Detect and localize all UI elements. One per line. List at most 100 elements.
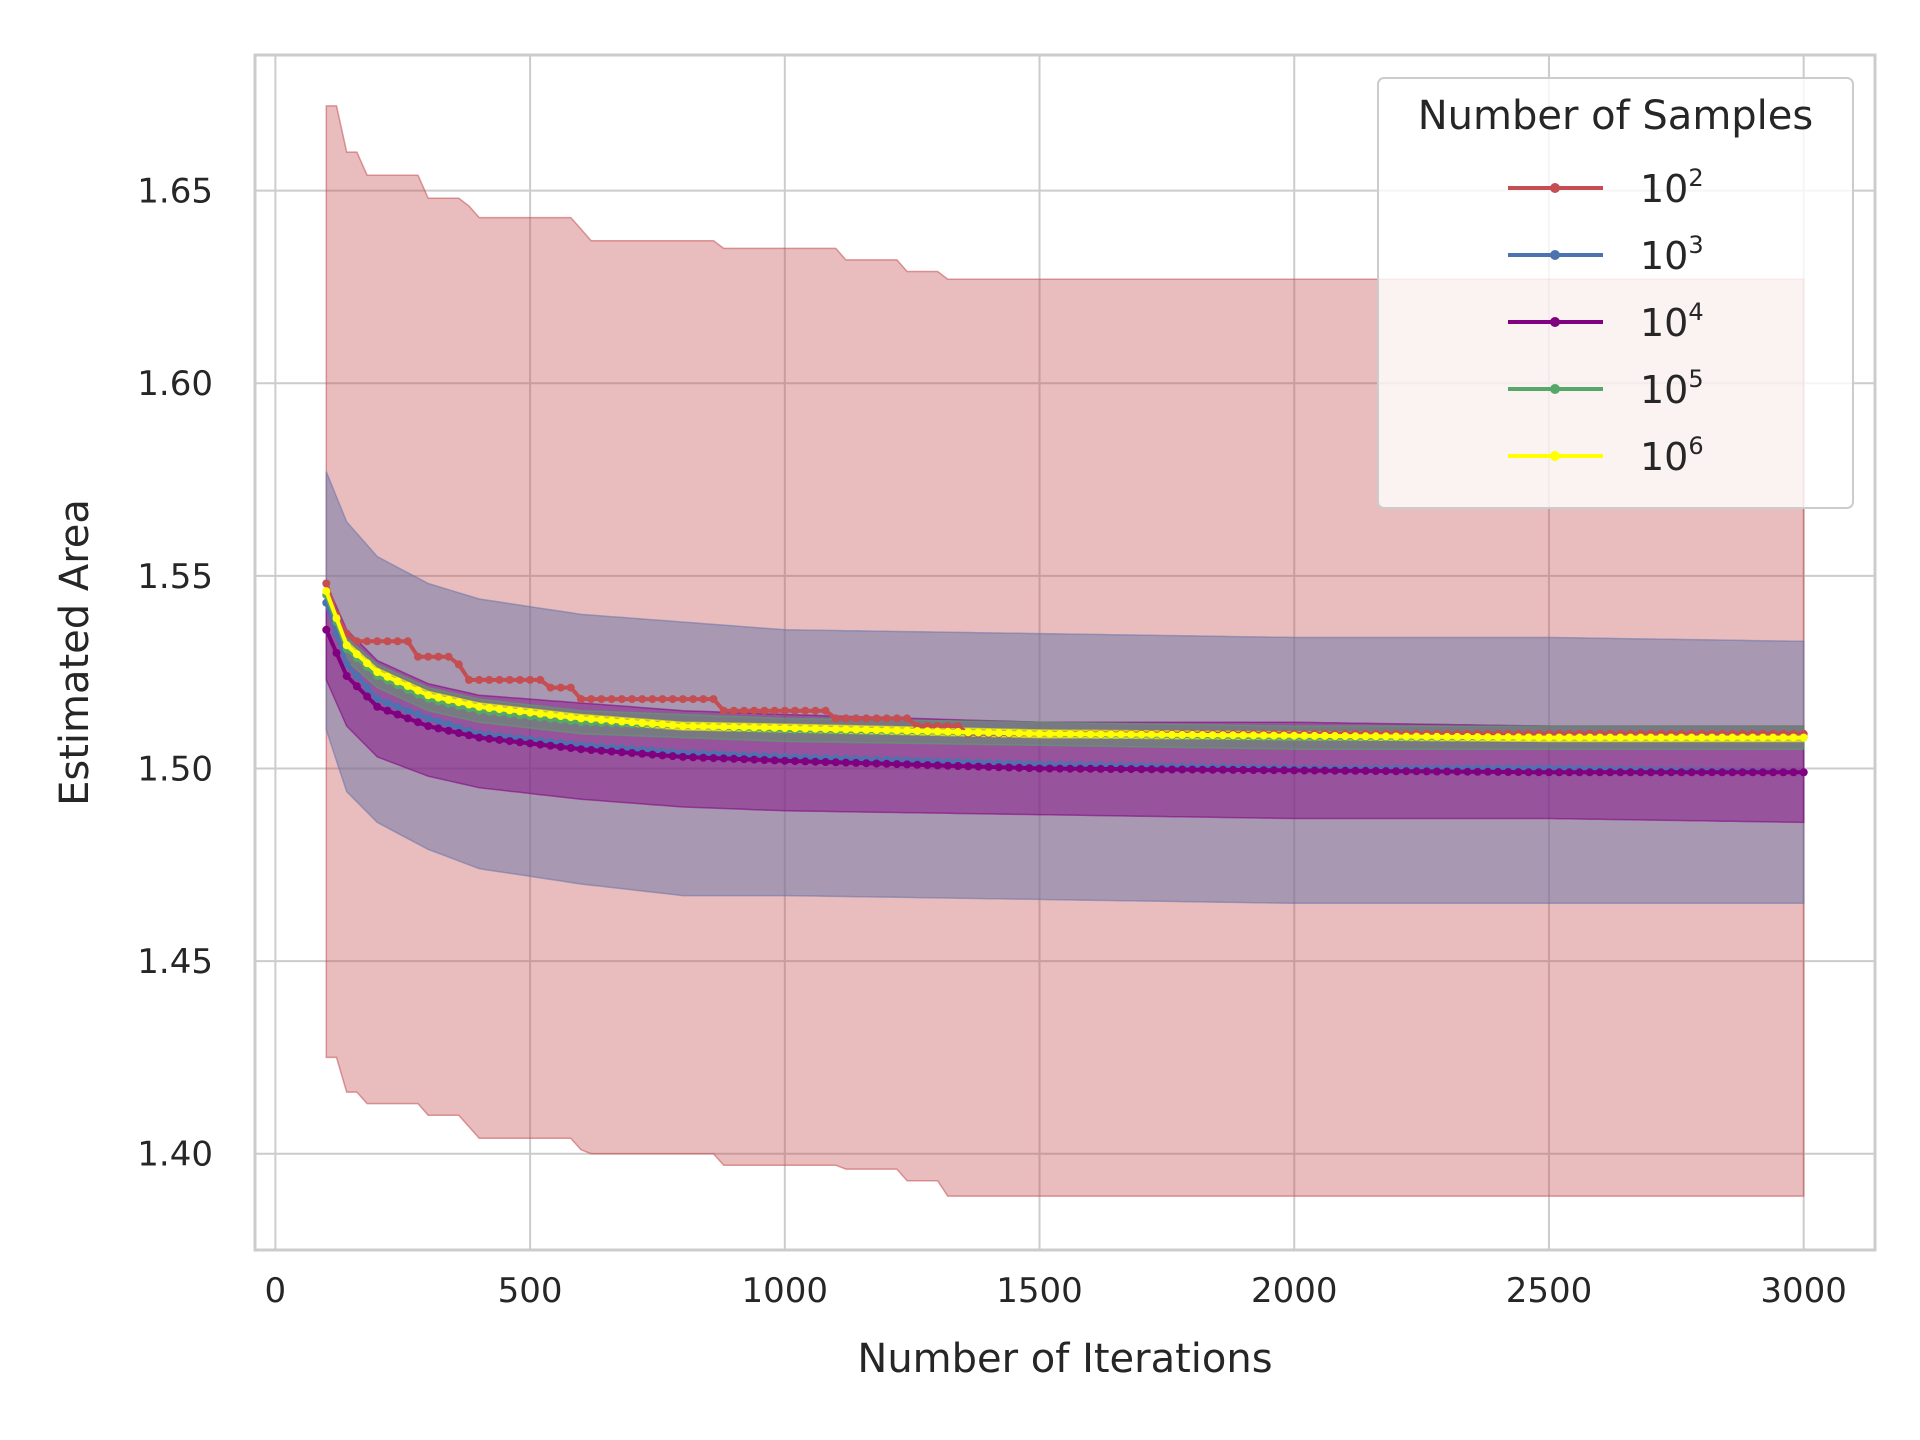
data-point: [1269, 731, 1278, 740]
data-point: [780, 756, 789, 765]
data-point: [352, 637, 361, 646]
data-point: [1320, 766, 1329, 775]
data-point: [475, 733, 484, 742]
data-point: [964, 762, 973, 771]
data-point: [363, 637, 372, 646]
data-point: [964, 728, 973, 737]
data-point: [617, 748, 626, 757]
data-point: [882, 714, 891, 723]
y-tick-label: 1.50: [137, 749, 213, 789]
data-point: [526, 675, 535, 684]
legend-swatch-marker: [1550, 317, 1560, 327]
data-point: [1748, 733, 1757, 742]
data-point: [1371, 767, 1380, 775]
data-point: [1575, 733, 1584, 742]
data-point: [1045, 729, 1054, 738]
data-point: [750, 723, 759, 732]
data-point: [1769, 733, 1778, 742]
data-point: [1606, 768, 1615, 777]
data-point: [1626, 733, 1635, 742]
data-point: [444, 695, 453, 704]
data-point: [597, 715, 606, 724]
data-point: [1229, 765, 1238, 774]
data-point: [719, 706, 728, 715]
data-point: [1280, 766, 1289, 775]
data-point: [1524, 733, 1533, 742]
data-point: [1758, 768, 1767, 777]
data-point: [1086, 764, 1095, 773]
data-point: [1076, 730, 1085, 739]
data-point: [536, 675, 545, 684]
legend-exponent: 6: [1688, 432, 1703, 460]
data-point: [1585, 733, 1594, 742]
data-point: [1208, 765, 1217, 774]
data-point: [342, 672, 351, 680]
data-point: [821, 758, 830, 766]
data-point: [882, 759, 891, 768]
data-point: [617, 717, 626, 726]
data-point: [1117, 730, 1125, 739]
data-point: [444, 726, 453, 735]
data-point: [831, 714, 840, 723]
data-point: [515, 675, 524, 684]
data-point: [1127, 765, 1136, 774]
data-point: [872, 726, 881, 735]
data-point: [1188, 730, 1197, 739]
data-point: [740, 755, 749, 764]
data-point: [1463, 767, 1472, 776]
data-point: [994, 763, 1003, 772]
data-point: [1076, 764, 1085, 773]
legend-box: [1377, 77, 1854, 509]
data-point: [831, 725, 840, 734]
data-point: [1432, 767, 1441, 776]
data-point: [403, 706, 412, 715]
data-point: [1779, 733, 1788, 742]
x-tick-label: 2500: [1506, 1271, 1593, 1311]
x-tick-label: 1500: [996, 1271, 1083, 1311]
data-point: [729, 706, 738, 715]
x-tick-label: 1000: [742, 1271, 829, 1311]
data-point: [1249, 731, 1258, 740]
data-point: [485, 704, 494, 712]
data-point: [1697, 733, 1706, 742]
data-point: [1066, 730, 1075, 738]
data-point: [1504, 768, 1513, 776]
data-point: [1534, 733, 1543, 742]
data-point: [1086, 730, 1095, 739]
data-point: [1361, 766, 1370, 775]
data-point: [434, 717, 443, 726]
data-point: [1259, 731, 1268, 740]
data-point: [668, 695, 677, 704]
data-point: [954, 762, 962, 770]
data-point: [974, 762, 983, 771]
data-point: [1249, 766, 1258, 775]
data-point: [505, 737, 514, 746]
data-point: [454, 729, 463, 737]
data-point: [1708, 733, 1716, 742]
data-point: [1290, 731, 1299, 740]
data-point: [801, 757, 810, 766]
data-point: [729, 754, 738, 763]
data-point: [821, 724, 830, 733]
data-point: [1555, 768, 1564, 777]
data-point: [1137, 730, 1146, 739]
data-point: [1595, 768, 1604, 777]
data-point: [1331, 766, 1339, 775]
data-point: [414, 652, 422, 661]
data-point: [1575, 768, 1584, 777]
data-point: [1371, 732, 1380, 741]
data-point: [1218, 765, 1227, 774]
data-point: [1157, 765, 1166, 774]
data-point: [1239, 766, 1248, 774]
data-point: [536, 740, 545, 749]
data-point: [760, 723, 769, 732]
legend-title: Number of Samples: [1418, 93, 1814, 139]
data-point: [954, 722, 962, 731]
data-point: [1565, 733, 1574, 742]
data-point: [1127, 730, 1136, 739]
data-point: [1616, 768, 1625, 777]
data-point: [1799, 733, 1808, 742]
data-point: [628, 695, 636, 704]
legend-swatch-marker: [1550, 384, 1560, 394]
data-point: [791, 706, 799, 715]
